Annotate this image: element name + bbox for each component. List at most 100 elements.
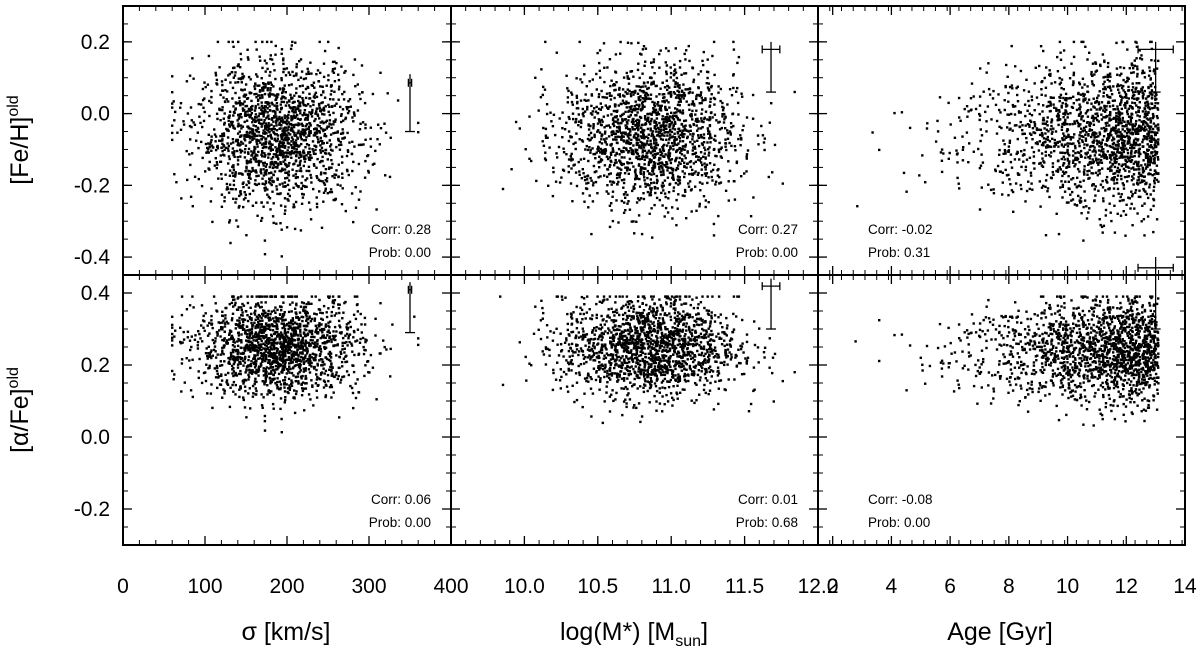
data-point (672, 144, 675, 148)
data-point (289, 129, 293, 132)
data-point (247, 186, 251, 189)
data-point (771, 171, 774, 174)
data-point (701, 143, 704, 147)
data-point (554, 133, 557, 137)
data-point (629, 133, 632, 137)
data-point (227, 119, 230, 123)
data-point (581, 192, 585, 195)
data-point (614, 53, 618, 56)
data-point (592, 124, 595, 127)
data-point (318, 117, 321, 120)
data-point (1007, 100, 1010, 103)
data-point (577, 160, 580, 164)
data-point (542, 85, 545, 89)
data-point (319, 149, 322, 152)
data-point (1156, 102, 1160, 105)
data-point (610, 183, 613, 186)
data-point (708, 146, 711, 149)
data-point (171, 102, 174, 105)
data-point (254, 113, 258, 116)
data-point (1076, 121, 1080, 125)
data-point (323, 134, 326, 138)
data-point (1101, 155, 1105, 158)
data-point (319, 179, 322, 183)
data-point (752, 196, 755, 199)
data-point (275, 155, 278, 158)
data-point (1024, 114, 1027, 118)
data-point (278, 88, 282, 91)
data-point (255, 73, 258, 76)
data-point (679, 151, 682, 154)
data-point (306, 127, 309, 131)
data-point (604, 148, 607, 151)
data-point (258, 90, 262, 93)
data-point (1082, 205, 1085, 209)
data-point (267, 122, 270, 125)
data-point (275, 188, 279, 191)
data-point (677, 100, 681, 104)
data-point (616, 109, 619, 112)
data-point (707, 154, 710, 157)
data-point (367, 171, 370, 174)
data-point (571, 103, 574, 106)
data-point (608, 156, 611, 159)
data-point (624, 90, 627, 94)
data-point (303, 134, 306, 137)
data-point (257, 150, 260, 154)
data-point (309, 154, 312, 157)
data-point (956, 176, 959, 180)
data-point (268, 181, 271, 184)
data-point (331, 68, 335, 71)
data-point (241, 107, 245, 110)
data-point (978, 208, 982, 211)
data-point (1055, 109, 1058, 112)
data-point (256, 142, 259, 146)
data-point (684, 119, 688, 122)
data-point (208, 143, 211, 146)
data-point (656, 152, 660, 155)
data-point (218, 66, 221, 69)
data-point (262, 115, 265, 118)
data-point (1129, 118, 1133, 121)
data-point (282, 89, 285, 92)
data-point (267, 93, 270, 96)
data-point (687, 185, 691, 188)
data-point (284, 74, 288, 77)
data-point (1061, 183, 1065, 187)
data-point (650, 146, 654, 150)
data-point (694, 147, 697, 150)
data-point (556, 156, 559, 159)
data-point (256, 84, 259, 87)
data-point (987, 183, 990, 186)
data-point (700, 117, 703, 120)
data-point (665, 64, 669, 67)
data-point (1014, 105, 1017, 108)
data-point (699, 91, 703, 94)
data-point (1015, 86, 1018, 90)
data-point (702, 155, 705, 158)
data-point (1129, 104, 1132, 108)
data-point (1113, 165, 1117, 169)
data-point (1146, 156, 1149, 159)
data-point (1141, 110, 1145, 113)
data-point (337, 98, 340, 101)
data-point (243, 191, 246, 194)
data-point (604, 130, 607, 133)
data-point (689, 165, 692, 169)
data-point (257, 161, 261, 165)
data-point (222, 134, 226, 137)
data-point (269, 161, 272, 164)
data-point (661, 124, 665, 127)
data-point (299, 118, 302, 121)
data-point (625, 106, 628, 109)
data-point (257, 98, 260, 101)
data-point (276, 192, 279, 196)
data-point (279, 103, 282, 106)
data-point (1094, 151, 1097, 154)
data-point (304, 139, 307, 142)
data-point (1128, 140, 1131, 144)
data-point (535, 179, 538, 183)
data-point (290, 136, 294, 139)
data-point (760, 124, 763, 128)
data-point (591, 200, 595, 203)
